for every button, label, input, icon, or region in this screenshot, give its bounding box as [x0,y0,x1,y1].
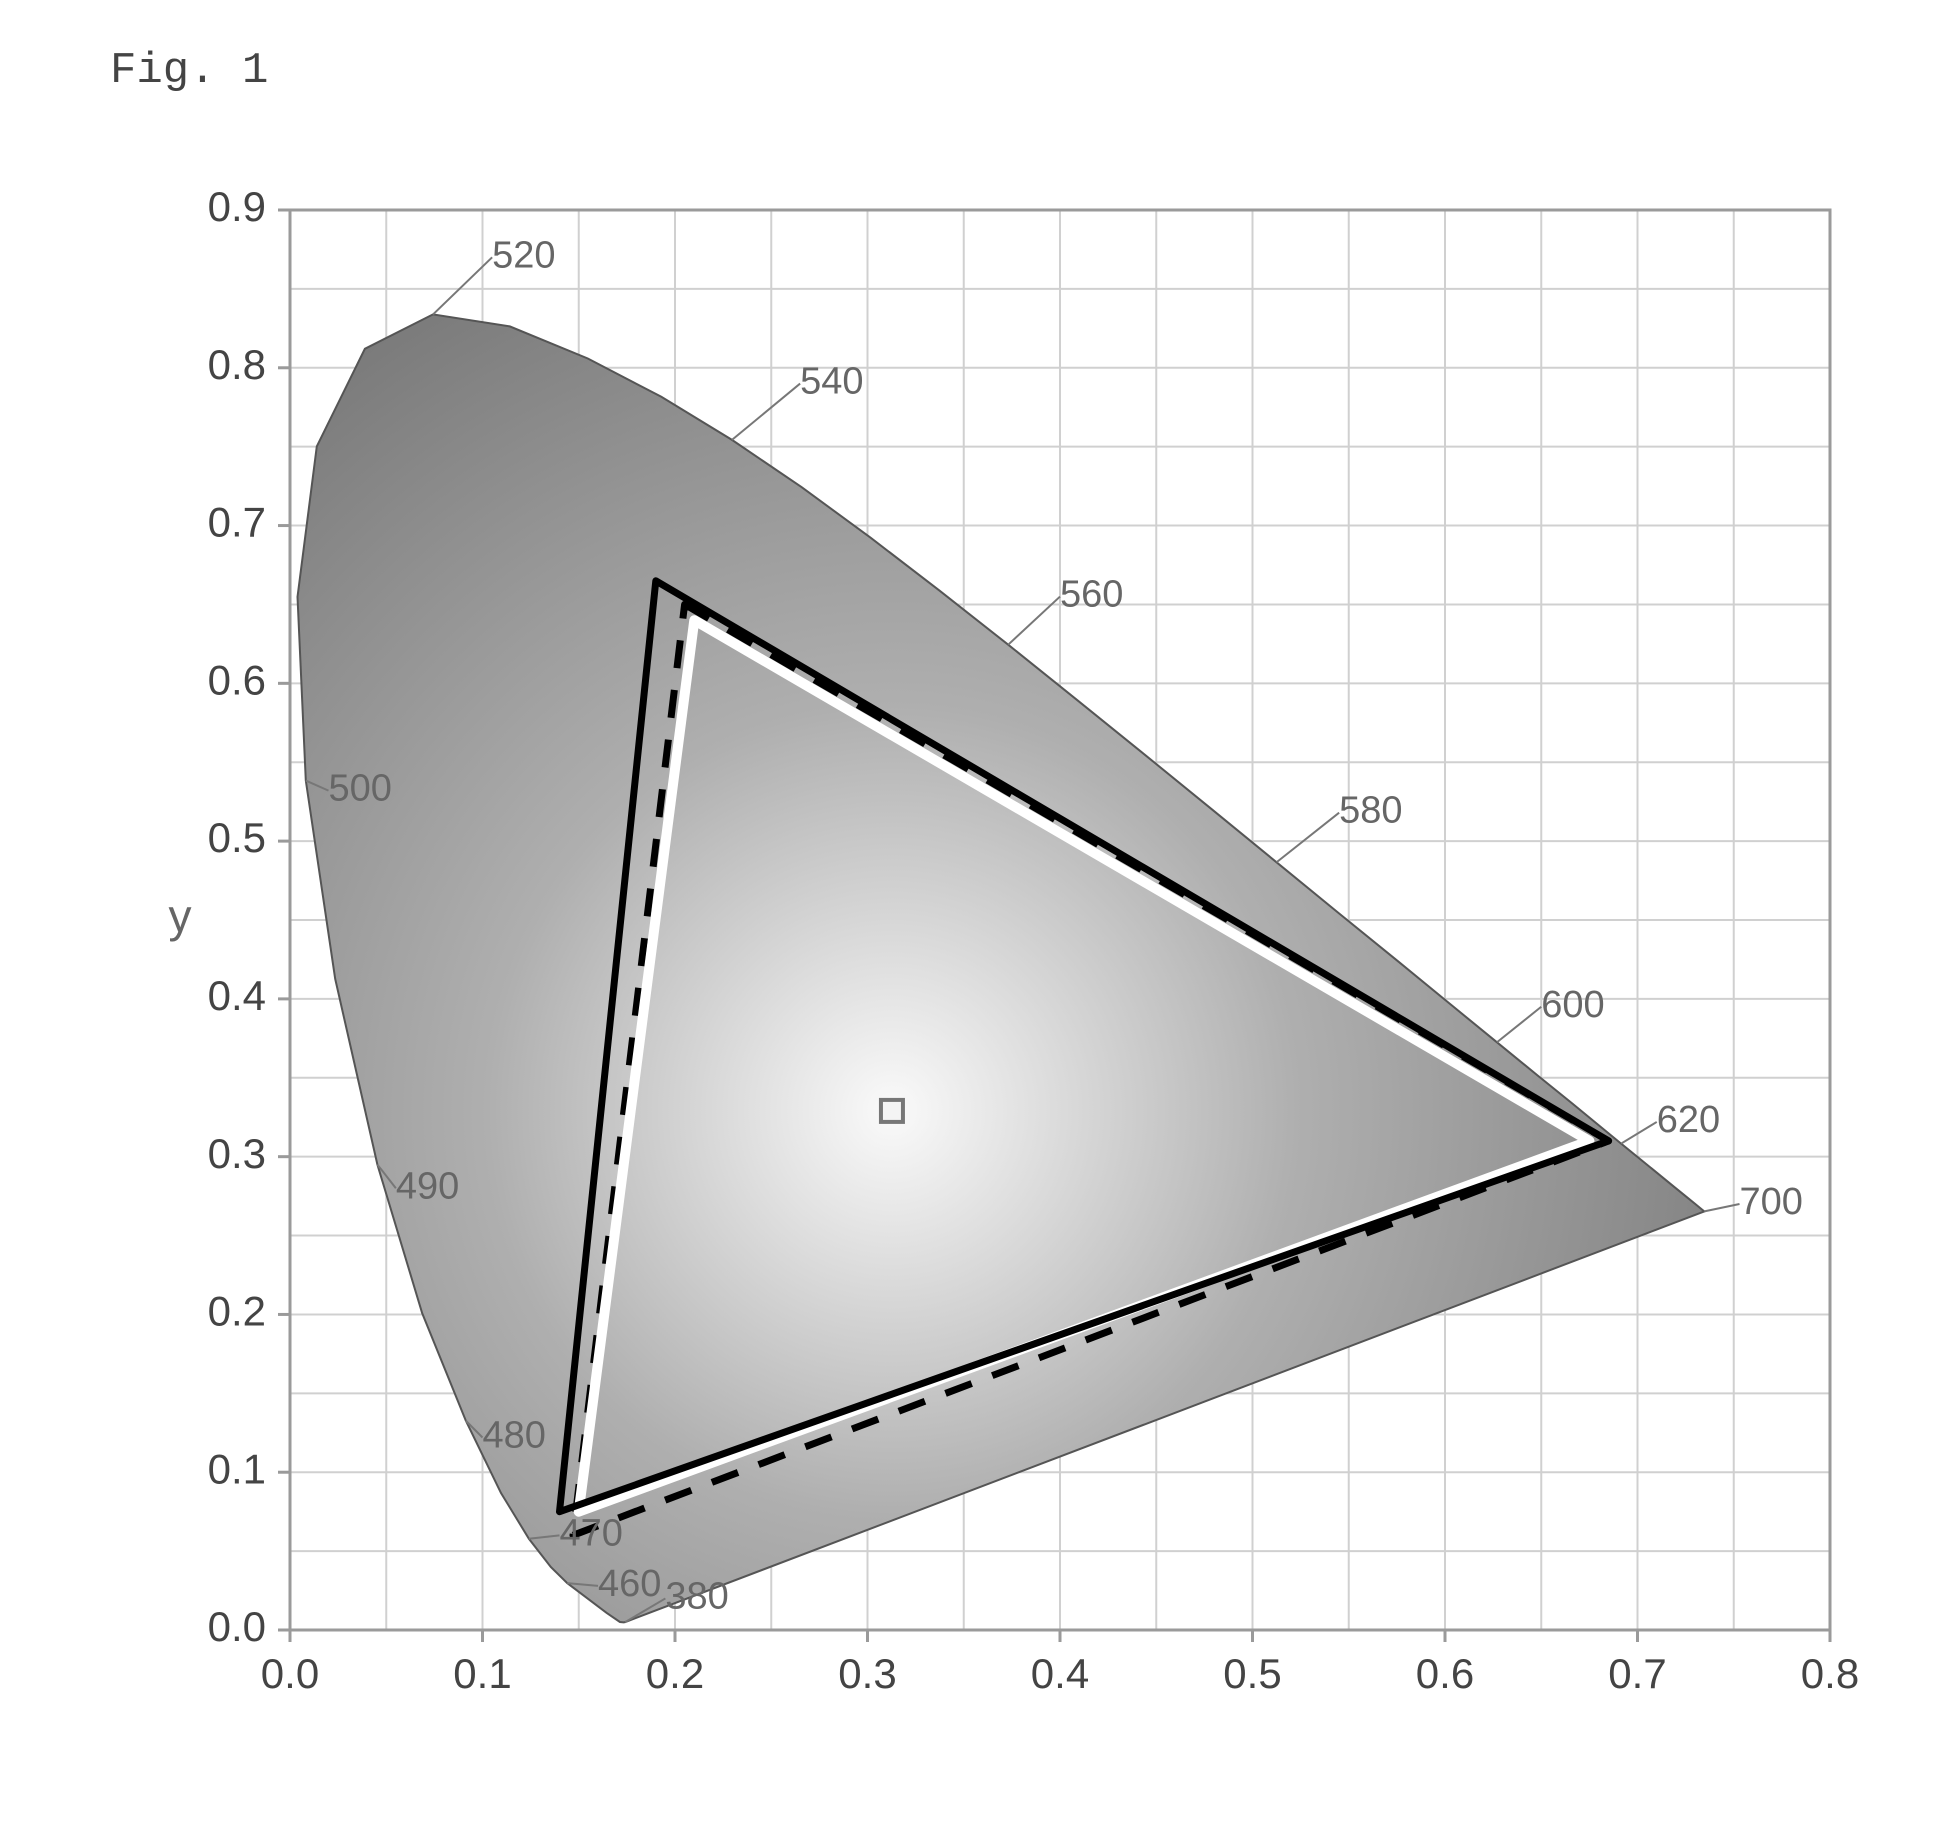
x-tick-label: 0.2 [646,1650,704,1697]
wavelength-label: 620 [1657,1099,1720,1141]
wavelength-label: 560 [1060,574,1123,616]
y-tick-label: 0.4 [208,972,266,1019]
chromaticity-chart: 380460 470 480 490 500 520 540 560 580 600 620 700 0… [145,180,1865,1700]
x-tick-label: 0.5 [1223,1650,1281,1697]
wavelength-label: 600 [1541,984,1604,1026]
wavelength-label: 480 [483,1415,546,1457]
y-tick-label: 0.2 [208,1288,266,1335]
x-axis-label: x [1049,1698,1072,1700]
x-tick-label: 0.4 [1031,1650,1089,1697]
wavelength-label: 540 [800,361,863,403]
x-tick-label: 0.1 [453,1650,511,1697]
wavelength-label: 490 [396,1165,459,1207]
wavelength-label: 520 [492,234,555,276]
x-tick-label: 0.7 [1608,1650,1666,1697]
wavelength-label: 460 [598,1563,661,1605]
whitepoint-marker [881,1100,903,1122]
figure-label: Fig. 1 [110,46,268,96]
x-tick-label: 0.6 [1416,1650,1474,1697]
y-tick-label: 0.3 [208,1130,266,1177]
y-tick-label: 0.6 [208,656,266,703]
y-axis-label: y [169,890,192,942]
wavelength-label: 580 [1339,790,1402,832]
wavelength-label: 700 [1740,1181,1803,1223]
wavelength-label: 470 [560,1512,623,1554]
y-tick-label: 0.5 [208,814,266,861]
y-tick-label: 0.7 [208,499,266,546]
y-tick-label: 0.1 [208,1445,266,1492]
x-tick-label: 0.8 [1801,1650,1859,1697]
y-tick-label: 0.8 [208,341,266,388]
wavelength-label: 380 [665,1575,728,1617]
x-tick-label: 0.3 [838,1650,896,1697]
wavelength-label: 500 [329,768,392,810]
x-tick-label: 0.0 [261,1650,319,1697]
y-tick-label: 0.9 [208,183,266,230]
y-tick-label: 0.0 [208,1603,266,1650]
